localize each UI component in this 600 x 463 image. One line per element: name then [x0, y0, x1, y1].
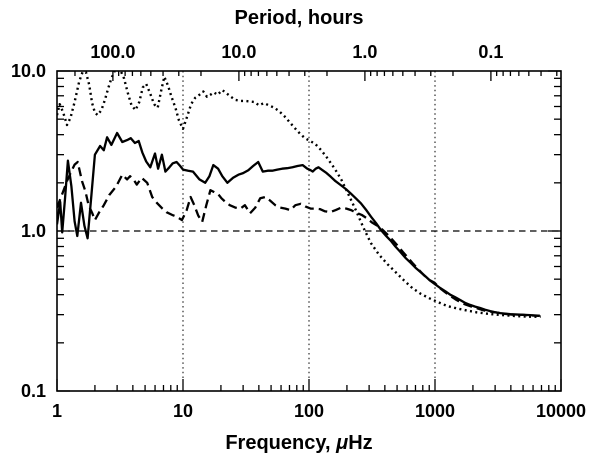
y-tick-label: 0.1: [21, 381, 46, 401]
x-tick-label: 1000: [415, 401, 455, 421]
curves-layer: [57, 71, 541, 318]
x-axis-title-suffix: Hz: [348, 432, 372, 454]
period-tick-label: 0.1: [478, 42, 503, 62]
dotted-curve: [57, 71, 541, 318]
solid-curve: [57, 131, 540, 317]
gridlines-layer: [57, 71, 561, 391]
y-tick-label: 1.0: [21, 221, 46, 241]
period-tick-label: 1.0: [352, 42, 377, 62]
x-tick-label: 10: [173, 401, 193, 421]
x-axis-title-prefix: Frequency,: [225, 432, 336, 454]
x-tick-label: 100: [294, 401, 324, 421]
y-tick-label: 10.0: [11, 61, 46, 81]
top-axis-title: Period, hours: [235, 7, 364, 29]
x-tick-label: 10000: [536, 401, 586, 421]
mu-symbol: μ: [335, 432, 348, 454]
x-tick-label: 1: [52, 401, 62, 421]
x-axis-title: Frequency, μHz: [225, 432, 372, 454]
tick-labels-layer: 1 10 100 1000 10000 0.1 1.0 10.0 100.0 10.0 1.0 0.1: [11, 42, 586, 421]
dashed-curve: [57, 160, 540, 317]
period-tick-label: 10.0: [221, 42, 256, 62]
period-tick-label: 100.0: [90, 42, 135, 62]
axes-layer: [56, 70, 562, 392]
